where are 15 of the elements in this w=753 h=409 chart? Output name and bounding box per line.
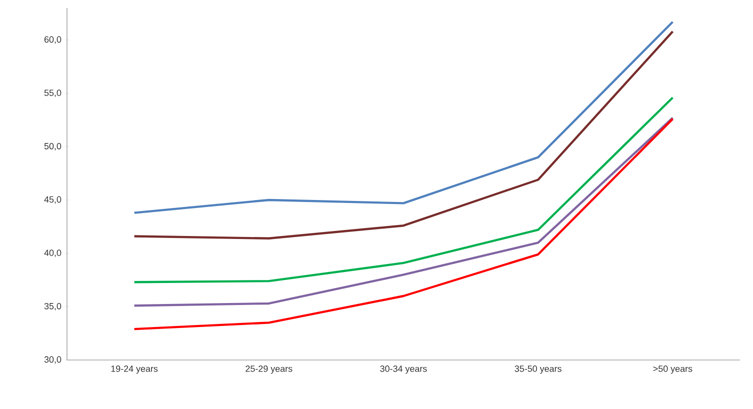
line-series (133, 30, 674, 240)
line-series (133, 96, 674, 284)
x-tick-label: 19-24 years (111, 366, 158, 374)
y-tick-label: 40,0 (44, 250, 62, 258)
line-series (133, 20, 674, 214)
y-tick-label: 50,0 (44, 142, 62, 150)
x-tick-label: >50 years (653, 366, 692, 374)
y-tick-label: 60,0 (44, 36, 62, 44)
y-tick-label: 45,0 (44, 196, 62, 204)
y-tick-label: 55,0 (44, 90, 62, 98)
x-tick-label: 35-50 years (514, 366, 562, 374)
y-tick-label: 30,0 (44, 356, 62, 364)
x-tick-label: 30-34 years (380, 366, 427, 374)
y-tick-label: 35,0 (44, 302, 62, 310)
x-tick-label: 25-29 years (246, 366, 292, 374)
